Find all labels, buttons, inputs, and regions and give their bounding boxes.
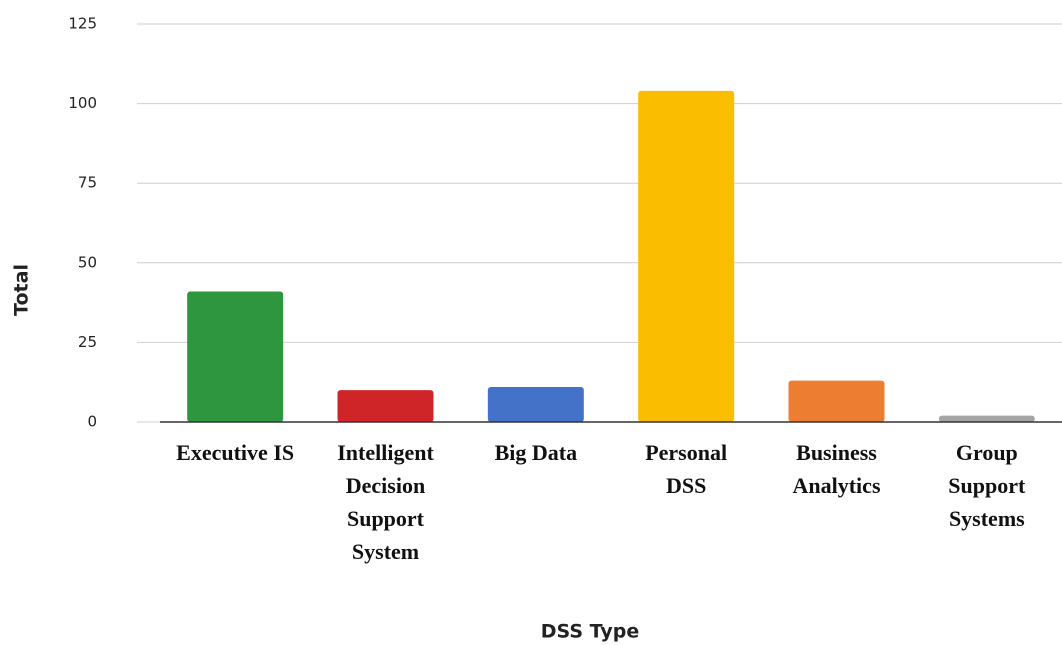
- y-tick-label: 75: [78, 174, 97, 192]
- y-tick-label: 25: [78, 333, 97, 351]
- y-tick-label: 125: [68, 15, 97, 33]
- x-tick-label: Personal DSS: [645, 440, 728, 498]
- x-axis-title: DSS Type: [541, 621, 639, 643]
- bar: [938, 415, 1035, 422]
- y-tick-label: 50: [78, 253, 97, 271]
- y-axis-title: Total: [11, 264, 33, 316]
- bar: [337, 390, 434, 422]
- bar: [487, 386, 584, 422]
- x-tick-label: Executive IS: [176, 440, 295, 465]
- x-tick-label: Intelligent Decision Support System: [337, 440, 434, 564]
- y-tick-label: 100: [68, 94, 97, 112]
- bar: [187, 291, 284, 422]
- x-tick-label: Business Analytics: [792, 440, 881, 498]
- bar: [788, 380, 885, 422]
- bar: [638, 90, 735, 422]
- x-tick-label: Big Data: [494, 440, 578, 465]
- y-tick-label: 0: [87, 413, 97, 431]
- x-tick-label: Group Support Systems: [948, 440, 1026, 531]
